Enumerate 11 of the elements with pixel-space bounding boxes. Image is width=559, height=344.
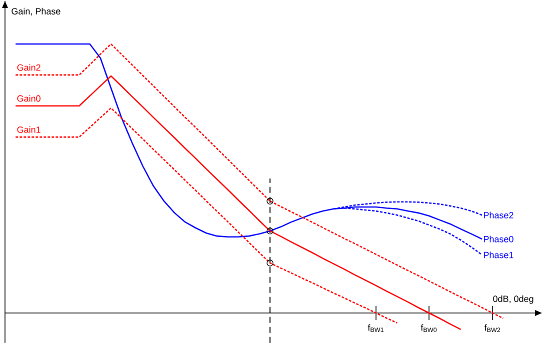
series-label: Phase1	[484, 252, 514, 258]
series-label: Gain1	[17, 126, 40, 133]
y-axis-title: Gain, Phase	[12, 8, 60, 16]
x-tick-label: f$_{BW2}$	[484, 324, 500, 332]
x-axis-title: 0dB, 0deg	[493, 295, 534, 304]
x-tick-label: f$_{BW1}$	[368, 324, 384, 332]
series-label: Gain0	[17, 95, 40, 102]
series-label: Phase2	[484, 212, 514, 218]
series-label: Gain2	[17, 64, 40, 71]
series-label: Phase0	[484, 236, 514, 242]
x-tick-label: f$_{BW0}$	[420, 324, 437, 332]
